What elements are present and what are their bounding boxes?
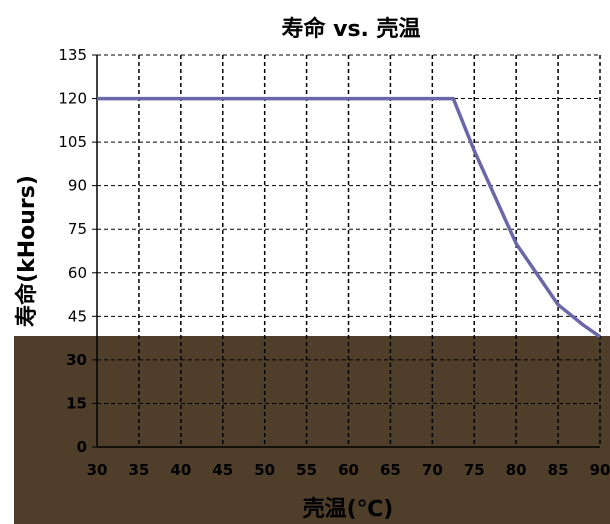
y-axis-title: 寿命(kHours) — [14, 175, 40, 327]
y-tick-labels: 0 15 30 45 60 75 90 105 120 135 — [58, 46, 87, 456]
x-tick-label: 80 — [506, 461, 527, 479]
y-tick-label: 135 — [58, 46, 87, 64]
y-tick-label: 45 — [68, 307, 87, 325]
x-axis-title: 壳温(℃) — [302, 497, 394, 522]
y-tick-label: 105 — [58, 133, 87, 151]
x-tick-label: 35 — [128, 461, 149, 479]
overlay-band — [14, 336, 610, 524]
x-tick-label: 55 — [296, 461, 317, 479]
x-tick-label: 30 — [87, 461, 108, 479]
x-tick-label: 90 — [590, 461, 610, 479]
y-tick-label: 120 — [58, 90, 87, 108]
x-tick-labels: 30 35 40 45 50 55 60 65 70 75 80 85 90 — [87, 461, 610, 479]
gridlines — [97, 54, 601, 447]
x-tick-label: 50 — [254, 461, 275, 479]
x-tick-label: 60 — [338, 461, 359, 479]
y-tick-label: 60 — [68, 264, 87, 282]
chart-title: 寿命 vs. 壳温 — [281, 16, 420, 42]
y-tick-label: 30 — [66, 351, 87, 369]
y-tick-label: 15 — [66, 394, 87, 412]
x-tick-label: 40 — [170, 461, 191, 479]
x-tick-label: 85 — [548, 461, 569, 479]
series-line — [97, 96, 602, 339]
y-tick-label: 0 — [77, 438, 87, 456]
y-tick-label: 75 — [68, 220, 87, 238]
x-tick-label: 70 — [422, 461, 443, 479]
x-tick-label: 45 — [212, 461, 233, 479]
axes — [92, 54, 600, 448]
series-group — [97, 96, 602, 339]
x-tick-label: 75 — [464, 461, 485, 479]
y-tick-label: 90 — [68, 177, 87, 195]
x-tick-label: 65 — [380, 461, 401, 479]
